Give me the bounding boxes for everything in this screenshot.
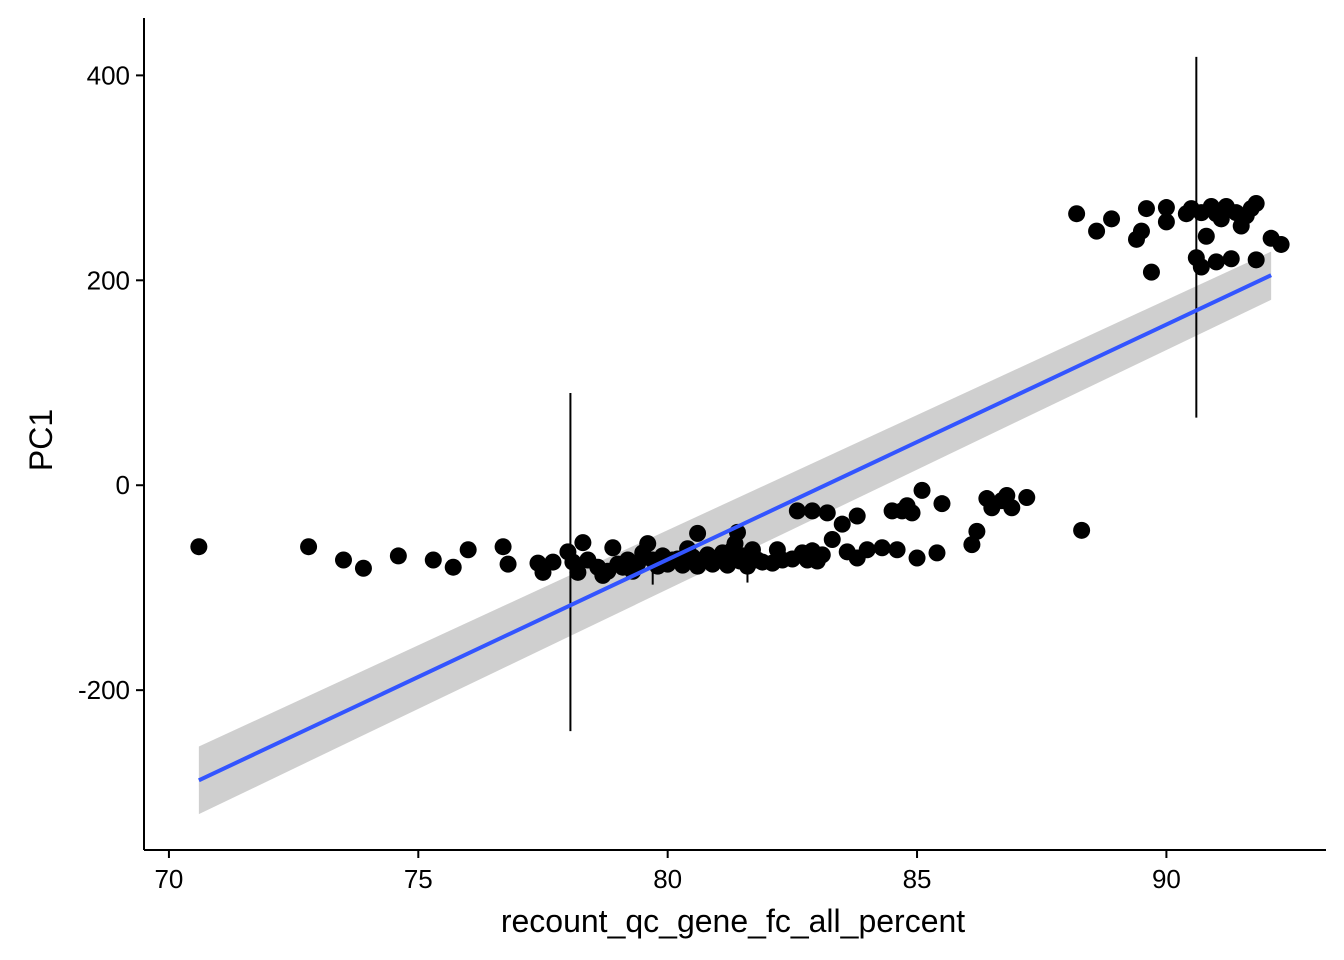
axes — [143, 18, 1326, 851]
x-axis-title: recount_qc_gene_fc_all_percent — [501, 903, 965, 939]
data-point — [813, 546, 831, 564]
data-point — [963, 536, 981, 554]
data-point — [494, 538, 512, 556]
data-point — [1222, 250, 1240, 268]
data-point — [913, 481, 931, 499]
data-points-layer — [190, 194, 1290, 584]
data-point — [908, 549, 926, 567]
data-point — [689, 524, 707, 542]
x-tick-label: 70 — [154, 864, 183, 894]
data-point — [190, 538, 208, 556]
data-point — [848, 507, 866, 525]
data-point — [1088, 222, 1106, 240]
y-tick-label: -200 — [78, 675, 130, 705]
x-tick-label: 85 — [903, 864, 932, 894]
data-point — [1157, 213, 1175, 231]
data-point — [1192, 258, 1210, 276]
data-point — [1132, 222, 1150, 240]
data-point — [823, 531, 841, 549]
data-point — [389, 547, 407, 565]
data-point — [459, 541, 477, 559]
data-point — [888, 541, 906, 559]
data-point — [803, 502, 821, 520]
data-point — [928, 544, 946, 562]
data-point — [1142, 263, 1160, 281]
data-point — [818, 504, 836, 522]
data-point — [1003, 499, 1021, 517]
y-tick-label: 400 — [87, 60, 130, 90]
x-ticks: 70 75 80 85 90 — [154, 850, 1181, 894]
data-point — [833, 515, 851, 533]
y-tick-label: 200 — [87, 265, 130, 295]
data-point — [1247, 194, 1265, 212]
x-tick-label: 80 — [653, 864, 682, 894]
data-point — [858, 541, 876, 559]
data-point — [1068, 205, 1086, 223]
data-point — [424, 551, 442, 569]
data-point — [788, 502, 806, 520]
data-point — [1197, 227, 1215, 245]
data-point — [1207, 253, 1225, 271]
data-point — [968, 522, 986, 540]
data-point — [334, 551, 352, 569]
data-point — [1073, 521, 1091, 539]
y-tick-label: 0 — [116, 470, 130, 500]
data-point — [933, 495, 951, 513]
y-axis-title: PC1 — [23, 409, 59, 471]
y-ticks: -200 0 200 400 — [78, 60, 144, 705]
x-tick-label: 75 — [404, 864, 433, 894]
data-point — [569, 563, 587, 581]
data-point — [1137, 200, 1155, 218]
data-point — [604, 539, 622, 557]
data-point — [574, 534, 592, 552]
data-point — [444, 558, 462, 576]
data-point — [873, 539, 891, 557]
data-point — [544, 553, 562, 571]
data-point — [903, 504, 921, 522]
data-point — [1157, 199, 1175, 217]
data-point — [300, 538, 318, 556]
data-point — [354, 559, 372, 577]
data-point — [1018, 489, 1036, 507]
fit-line-layer — [198, 273, 1272, 783]
data-point — [1247, 251, 1265, 269]
data-point — [1272, 235, 1290, 253]
data-point — [1103, 210, 1121, 228]
vertical-lines-layer — [569, 56, 1198, 732]
x-tick-label: 90 — [1152, 864, 1181, 894]
regression-line — [198, 273, 1272, 783]
data-point — [639, 535, 657, 553]
data-point — [499, 555, 517, 573]
